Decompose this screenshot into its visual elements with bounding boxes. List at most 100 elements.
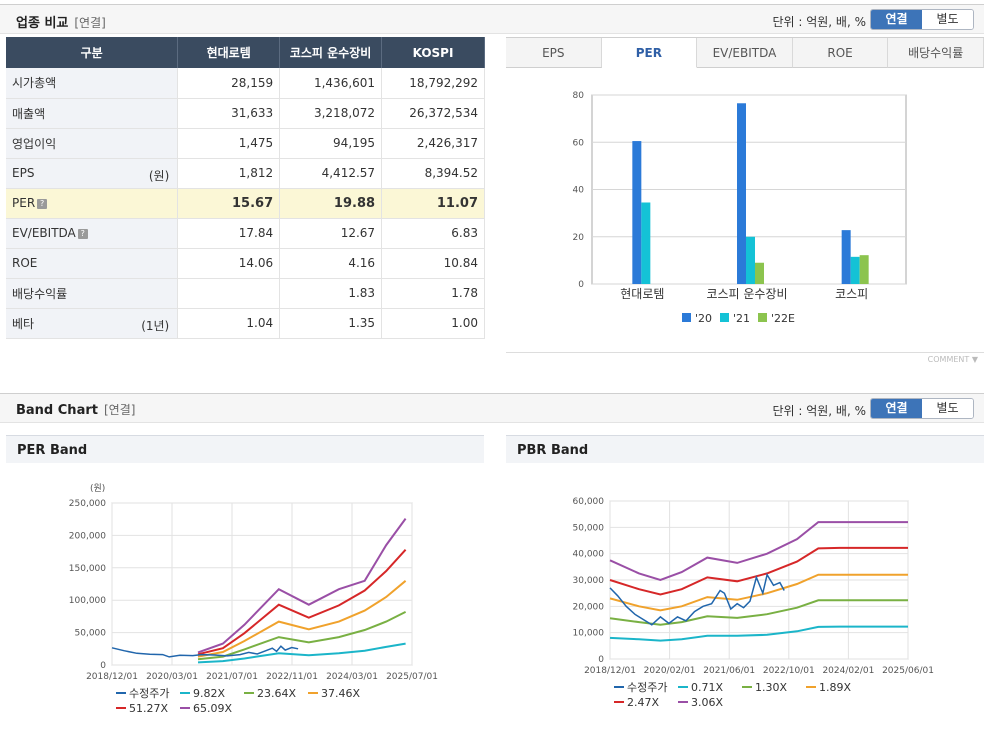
row-value: 1,812	[177, 158, 281, 189]
legend-label: 37.46X	[321, 687, 360, 700]
y-tick-label: 0	[578, 280, 584, 290]
series-line	[197, 518, 407, 654]
bar	[632, 141, 642, 284]
metric-tabs: EPS PER EV/EBITDA ROE 배당수익률	[506, 37, 984, 68]
comment-link[interactable]: COMMENT ▼	[928, 355, 978, 364]
pbr-band-header: PBR Band	[506, 435, 984, 463]
x-tick-label: 2021/07/01	[206, 672, 258, 682]
row-value: 10.84	[381, 248, 485, 279]
header-company: 현대로템	[177, 37, 281, 68]
band-title-text: Band Chart	[16, 403, 98, 418]
x-tick-label: 2024/03/01	[326, 672, 378, 682]
compare-table: 구분 현대로템 코스피 운수장비 KOSPI 시가총액 28,159 1,436,6…	[6, 37, 485, 339]
y-tick-label: 0	[598, 655, 604, 665]
row-value: 1,475	[177, 128, 281, 159]
band-separate-button[interactable]: 별도	[922, 399, 973, 418]
comment-arrow-icon: ▼	[971, 355, 978, 364]
row-value: 28,159	[177, 68, 281, 99]
help-icon[interactable]: ?	[37, 199, 48, 209]
compare-title-text: 업종 비교	[16, 16, 69, 31]
series-line	[609, 572, 785, 626]
compare-row: 매출액 31,633 3,218,072 26,372,534	[6, 98, 485, 129]
compare-row: PER? 15.67 19.88 11.07	[6, 188, 485, 219]
band-consolidated-button[interactable]: 연결	[871, 399, 922, 418]
row-label: 영업이익	[6, 128, 179, 159]
compare-row: EV/EBITDA? 17.84 12.67 6.83	[6, 218, 485, 249]
row-value: 1.04	[177, 308, 281, 339]
consolidated-button[interactable]: 연결	[871, 10, 922, 29]
row-label-text: EV/EBITDA	[12, 226, 76, 240]
legend-label: 0.71X	[691, 681, 723, 694]
legend-label: 1.89X	[819, 681, 851, 694]
tab-dividend-yield[interactable]: 배당수익률	[888, 38, 984, 68]
y-tick-label: 10,000	[573, 629, 605, 639]
series-line	[197, 549, 407, 656]
row-label-text: 배당수익률	[12, 286, 68, 301]
legend-label: 23.64X	[257, 687, 296, 700]
row-value: 15.67	[177, 188, 281, 219]
y-tick-label: 60,000	[573, 497, 605, 507]
row-label-text: 베타	[12, 316, 35, 331]
row-value: 4,412.57	[279, 158, 383, 189]
row-label: PER?	[6, 188, 179, 219]
compare-header: 업종 비교 [연결] 단위 : 억원, 배, % 연결 별도	[0, 4, 984, 34]
x-tick-label: 2020/02/01	[644, 666, 696, 676]
series-line	[197, 642, 406, 664]
row-value: 1,436,601	[279, 68, 383, 99]
legend-swatch	[758, 313, 767, 322]
legend-label: '22E	[771, 312, 795, 325]
tab-per[interactable]: PER	[601, 38, 698, 68]
row-label-text: PER	[12, 196, 36, 210]
band-sub: [연결]	[103, 403, 136, 417]
row-label: EPS (원)	[6, 158, 179, 189]
legend-swatch	[720, 313, 729, 322]
bar	[859, 255, 869, 284]
plot-frame	[111, 502, 413, 666]
legend-label: '21	[733, 312, 750, 325]
y-tick-label: 150,000	[69, 564, 106, 574]
header-category: 구분	[6, 37, 179, 68]
y-tick-label: 40,000	[573, 550, 605, 560]
legend-label: '20	[695, 312, 712, 325]
legend-label: 51.27X	[129, 702, 168, 715]
help-icon[interactable]: ?	[77, 229, 88, 239]
x-tick-label: 2021/06/01	[703, 666, 755, 676]
series-line	[111, 645, 299, 658]
row-label: 시가총액	[6, 68, 179, 99]
series-line	[197, 611, 407, 661]
tab-roe[interactable]: ROE	[792, 38, 889, 68]
x-tick-label: 2022/10/01	[763, 666, 815, 676]
bar	[641, 202, 651, 284]
x-tick-label: 2025/06/01	[882, 666, 934, 676]
row-value: 12.67	[279, 218, 383, 249]
tab-ev-ebitda[interactable]: EV/EBITDA	[697, 38, 793, 68]
series-line	[609, 625, 908, 642]
x-tick-label: 2018/12/01	[584, 666, 636, 676]
tab-eps[interactable]: EPS	[506, 38, 602, 68]
compare-sub: [연결]	[74, 16, 106, 30]
category-label: 코스피 운수장비	[706, 287, 787, 301]
row-value: 4.16	[279, 248, 383, 279]
row-label: 배당수익률	[6, 278, 179, 309]
x-tick-label: 2020/03/01	[146, 672, 198, 682]
separate-button[interactable]: 별도	[922, 10, 973, 29]
y-tick-label: 20	[573, 233, 585, 243]
band-unit-label: 단위 : 억원, 배, %	[772, 404, 866, 418]
row-value: 1.78	[381, 278, 485, 309]
header-industry: 코스피 운수장비	[279, 37, 383, 68]
y-tick-label: 50,000	[75, 629, 107, 639]
compare-unit-label: 단위 : 억원, 배, %	[772, 15, 866, 29]
row-value	[177, 278, 281, 309]
per-band-chart: 0 50,000 100,000 150,000 200,000 250,000 2018/…	[69, 483, 438, 715]
header-kospi: KOSPI	[381, 37, 485, 68]
row-value: 17.84	[177, 218, 281, 249]
y-tick-label: 200,000	[69, 531, 106, 541]
row-label-text: 매출액	[12, 106, 46, 121]
per-band-title: PER Band	[17, 443, 88, 458]
y-tick-label: 40	[573, 186, 585, 196]
row-label-text: ROE	[12, 256, 38, 270]
legend-label: 3.06X	[691, 696, 723, 709]
series-line	[609, 521, 908, 582]
bar	[737, 103, 746, 284]
per-band-header: PER Band	[6, 435, 484, 463]
